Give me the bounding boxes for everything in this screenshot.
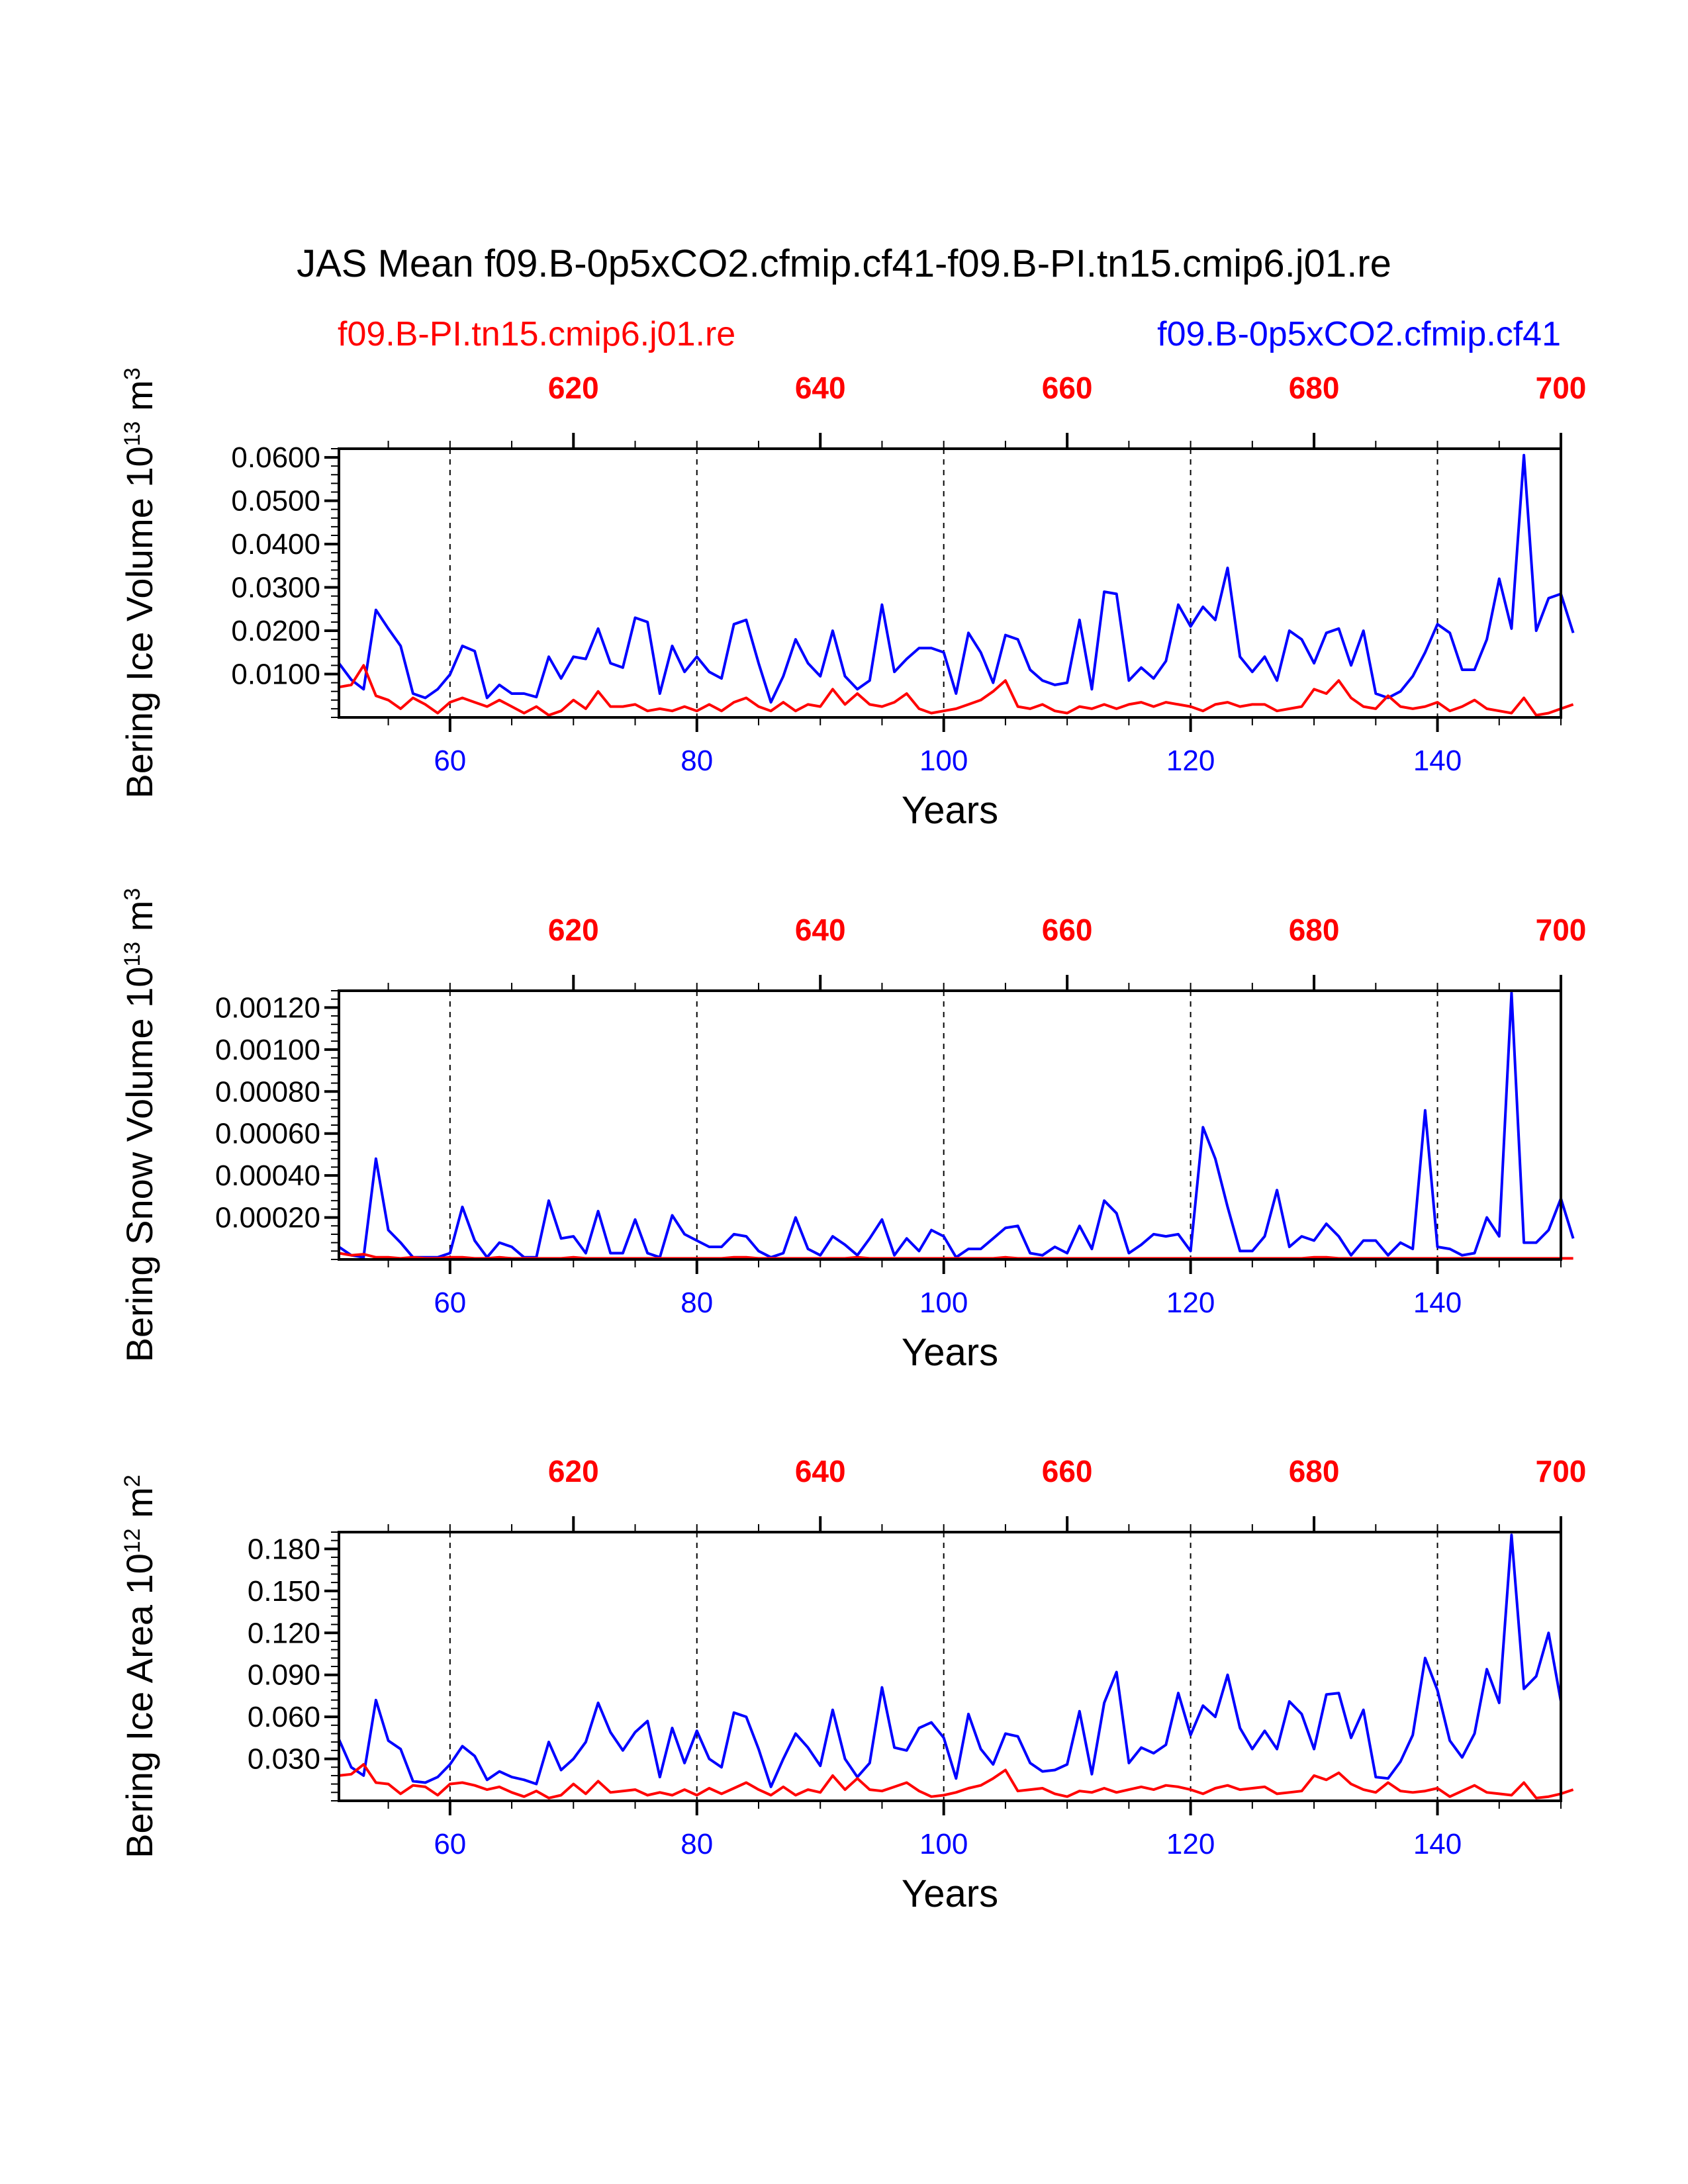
y-tick-label: 0.060: [248, 1701, 320, 1733]
panel-3: 0.030 0.060 0.090 0.120 0.150 0.180 60 80 100 120…: [118, 1454, 1586, 1915]
y-tick-label: 0.150: [248, 1575, 320, 1608]
y-axis-title-part: m: [118, 380, 160, 421]
x-axis-title: Years: [902, 789, 998, 832]
top-tick-label: 620: [548, 1454, 599, 1488]
series-line-ctrl: [338, 664, 1574, 717]
top-tick-label: 680: [1289, 1454, 1340, 1488]
top-tick-label: 620: [548, 371, 599, 405]
y-axis-title-superscript: 12: [120, 1528, 145, 1553]
panel-2: 0.00020 0.00040 0.00060 0.00080 0.00100 0.001…: [118, 888, 1586, 1374]
x-tick-label: 80: [680, 1287, 713, 1319]
y-axis-title: Bering Snow Volume 1013 m3: [118, 888, 160, 1363]
x-tick-label: 140: [1413, 745, 1462, 777]
panel-1: 0.0100 0.0200 0.0300 0.0400 0.0500 0.0600 60 80…: [118, 367, 1586, 832]
y-tick-label: 0.0500: [231, 485, 320, 518]
top-tick-label: 700: [1536, 1454, 1587, 1488]
top-tick-label: 680: [1289, 913, 1340, 947]
y-tick-label: 0.00020: [215, 1202, 320, 1234]
top-tick-label: 640: [795, 1454, 846, 1488]
top-tick-label: 660: [1042, 1454, 1093, 1488]
y-tick-label: 0.0300: [231, 572, 320, 604]
y-axis-title-superscript: 2: [120, 1475, 145, 1487]
y-tick-label: 0.030: [248, 1743, 320, 1776]
y-axis-title-part: Bering Ice Area 10: [118, 1553, 160, 1858]
x-tick-label: 140: [1413, 1828, 1462, 1860]
series-line-exp: [338, 1533, 1562, 1788]
top-tick-label: 660: [1042, 913, 1093, 947]
y-axis-title-superscript: 3: [120, 888, 145, 901]
x-tick-label: 80: [680, 1828, 713, 1860]
top-tick-label: 620: [548, 913, 599, 947]
x-tick-label: 60: [434, 745, 466, 777]
x-tick-label: 100: [919, 1828, 968, 1860]
y-axis-title-superscript: 13: [120, 421, 145, 446]
x-tick-label: 140: [1413, 1287, 1462, 1319]
y-tick-label: 0.120: [248, 1617, 320, 1649]
chart-title: JAS Mean f09.B-0p5xCO2.cfmip.cf41-f09.B-…: [297, 242, 1391, 285]
top-tick-label: 640: [795, 913, 846, 947]
x-tick-label: 120: [1166, 1828, 1215, 1860]
top-tick-label: 640: [795, 371, 846, 405]
y-tick-label: 0.090: [248, 1659, 320, 1692]
plot-frame: [338, 989, 1562, 1261]
legend-exp-label: f09.B-0p5xCO2.cfmip.cf41: [1157, 315, 1561, 353]
x-axis-title: Years: [902, 1872, 998, 1915]
series-line-exp: [338, 991, 1575, 1259]
x-tick-label: 60: [434, 1828, 466, 1860]
y-tick-label: 0.0400: [231, 528, 320, 561]
y-axis-title-superscript: 3: [120, 367, 145, 380]
series-line-ctrl: [338, 1763, 1574, 1799]
x-tick-label: 120: [1166, 1287, 1215, 1319]
y-axis-title-part: m: [118, 1487, 160, 1528]
x-tick-label: 60: [434, 1287, 466, 1319]
y-tick-label: 0.00040: [215, 1160, 320, 1192]
y-tick-label: 0.0200: [231, 615, 320, 647]
y-tick-label: 0.180: [248, 1533, 320, 1565]
y-tick-label: 0.00080: [215, 1075, 320, 1108]
x-tick-label: 80: [680, 745, 713, 777]
top-tick-label: 680: [1289, 371, 1340, 405]
plot-frame: [338, 447, 1562, 719]
x-tick-label: 100: [919, 745, 968, 777]
series-line-exp: [338, 453, 1575, 704]
y-tick-label: 0.00100: [215, 1034, 320, 1066]
x-axis-title: Years: [902, 1331, 998, 1374]
legend-ctrl-label: f09.B-PI.tn15.cmip6.j01.re: [338, 315, 735, 353]
y-tick-label: 0.0100: [231, 659, 320, 691]
y-tick-label: 0.00060: [215, 1118, 320, 1150]
top-tick-label: 660: [1042, 371, 1093, 405]
top-tick-label: 700: [1536, 371, 1587, 405]
y-axis-title: Bering Ice Area 1012 m2: [118, 1475, 160, 1858]
panels: 0.0100 0.0200 0.0300 0.0400 0.0500 0.0600 60 80…: [118, 367, 1586, 1915]
y-axis-title: Bering Ice Volume 1013 m3: [118, 367, 160, 798]
x-tick-label: 100: [919, 1287, 968, 1319]
y-tick-label: 0.0600: [231, 441, 320, 474]
y-axis-title-superscript: 13: [120, 942, 145, 967]
top-tick-label: 700: [1536, 913, 1587, 947]
y-axis-title-part: m: [118, 901, 160, 942]
y-axis-title-part: Bering Snow Volume 10: [118, 967, 160, 1363]
x-tick-label: 120: [1166, 745, 1215, 777]
y-axis-title-part: Bering Ice Volume 10: [118, 446, 160, 798]
y-tick-label: 0.00120: [215, 991, 320, 1024]
